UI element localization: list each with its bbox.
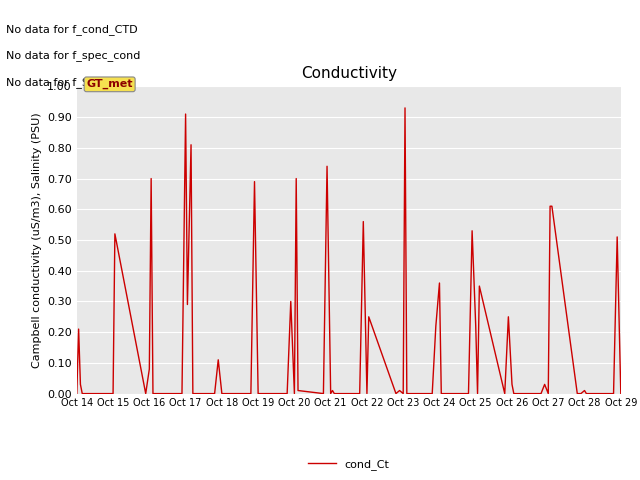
cond_Ct bbox=[617, 391, 625, 396]
cond_Ct bbox=[73, 391, 81, 396]
cond_Ct bbox=[401, 105, 409, 111]
cond_Ct bbox=[294, 388, 302, 394]
Text: No data for f_cond_CTD: No data for f_cond_CTD bbox=[6, 24, 138, 35]
cond_Ct bbox=[178, 391, 186, 396]
Text: No data for f_Sal_EXO: No data for f_Sal_EXO bbox=[6, 77, 127, 88]
cond_Ct bbox=[147, 176, 155, 181]
Y-axis label: Campbell conductivity (uS/m3), Salinity (PSU): Campbell conductivity (uS/m3), Salinity … bbox=[31, 112, 42, 368]
Line: cond_Ct: cond_Ct bbox=[77, 108, 621, 394]
cond_Ct bbox=[580, 388, 588, 394]
cond_Ct bbox=[327, 391, 335, 396]
Text: No data for f_spec_cond: No data for f_spec_cond bbox=[6, 50, 141, 61]
Title: Conductivity: Conductivity bbox=[301, 66, 397, 81]
Text: GT_met: GT_met bbox=[86, 79, 133, 89]
cond_Ct bbox=[501, 391, 509, 396]
Legend: cond_Ct: cond_Ct bbox=[303, 454, 394, 474]
